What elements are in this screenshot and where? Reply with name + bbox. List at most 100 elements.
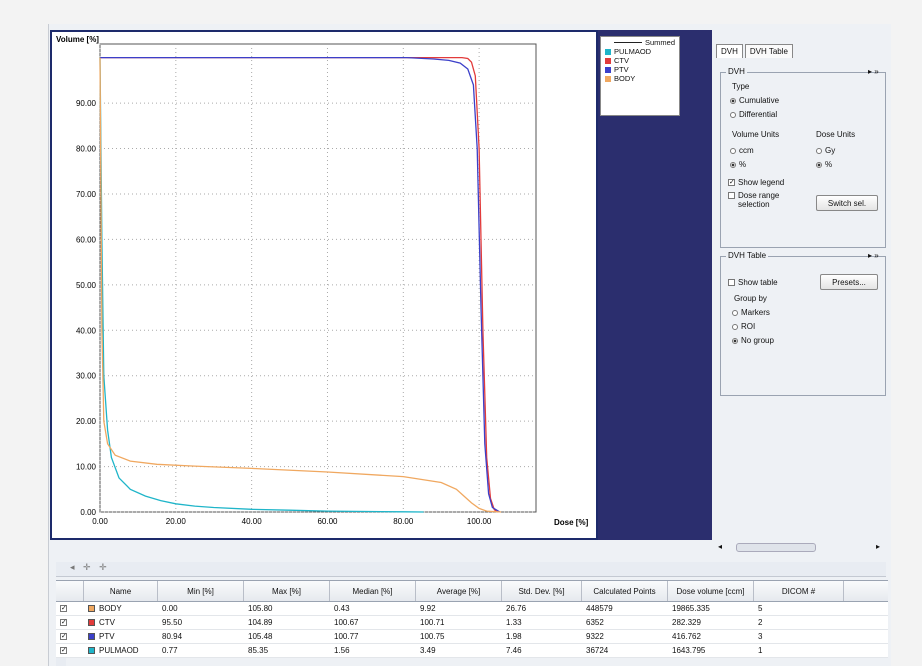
checkmark-icon: ✓	[60, 605, 67, 612]
table-cell-std: 1.33	[502, 616, 582, 629]
y-tick-label: 70.00	[76, 190, 97, 199]
column-header[interactable]: Dose volume [ccm]	[668, 581, 754, 601]
group-by-label: Group by	[734, 294, 767, 303]
dose-units-label: Dose Units	[816, 130, 856, 139]
table-row[interactable]: ✓ PTV 80.94 105.48 100.77 100.75 1.98 9322 416.7…	[56, 630, 888, 644]
scroll-thumb[interactable]	[736, 543, 816, 552]
switch-selection-button[interactable]: Switch sel.	[816, 195, 878, 211]
no-group-radio[interactable]: No group	[732, 336, 774, 345]
column-header[interactable]: Median [%]	[330, 581, 416, 601]
table-cell-dicom: 5	[754, 602, 844, 615]
roi-radio[interactable]: ROI	[732, 322, 755, 331]
dose-percent-radio[interactable]: %	[816, 160, 832, 169]
column-header[interactable]: Average [%]	[416, 581, 502, 601]
presets-button[interactable]: Presets...	[820, 274, 878, 290]
gy-label: Gy	[825, 146, 836, 155]
table-cell-std: 26.76	[502, 602, 582, 615]
legend-label: PTV	[614, 65, 629, 74]
ccm-label: ccm	[739, 146, 754, 155]
scroll-left-icon[interactable]: ◂	[718, 542, 723, 551]
dvh-table-settings-group	[720, 256, 886, 396]
table-row[interactable]: ✓ BODY 0.00 105.80 0.43 9.92 26.76 448579 19865.…	[56, 602, 888, 616]
cumulative-radio[interactable]: Cumulative	[730, 96, 779, 105]
cell-text: 0.43	[334, 604, 350, 613]
cell-text: 105.48	[248, 632, 273, 641]
tab-dvh-table[interactable]: DVH Table	[744, 44, 793, 58]
add-icon[interactable]: ✛	[99, 562, 107, 572]
type-label: Type	[732, 82, 750, 91]
column-header[interactable]: Calculated Points	[582, 581, 668, 601]
plot-area	[99, 43, 537, 513]
y-tick-label: 80.00	[76, 145, 97, 154]
cell-text: 1.33	[506, 618, 522, 627]
show-table-checkbox[interactable]: Show table	[728, 278, 778, 287]
cell-text: 1.56	[334, 646, 350, 655]
series-line-pulmaod	[99, 57, 424, 513]
table-row[interactable]: ✓ PULMAOD 0.77 85.35 1.56 3.49 7.46 36724 1643.7…	[56, 644, 888, 658]
series-line-body	[99, 57, 502, 513]
collapse-icon[interactable]: ▸ »	[868, 251, 879, 260]
dose-range-checkbox[interactable]: Dose range selection	[728, 191, 779, 209]
dvh-chart: 0.00 20.00 40.00 60.00 80.00 100.00 0.00 10.00 2…	[56, 35, 589, 527]
add-icon[interactable]: ✛	[83, 562, 91, 572]
table-cell-dicom: 1	[754, 644, 844, 657]
roi-color-swatch	[88, 647, 95, 654]
cell-text: 448579	[586, 604, 613, 613]
cell-text: 104.89	[248, 618, 273, 627]
table-cell-points: 9322	[582, 630, 668, 643]
radio-icon	[730, 161, 736, 168]
dvh-table-group-title: DVH Table	[726, 251, 769, 260]
nav-icon[interactable]: ◂	[70, 562, 75, 572]
y-tick-label: 90.00	[76, 99, 97, 108]
cell-text: 282.329	[672, 618, 701, 627]
table-cell-min: 0.77	[158, 644, 244, 657]
markers-label: Markers	[741, 308, 770, 317]
cell-text: 7.46	[506, 646, 522, 655]
cell-text: 1	[758, 646, 763, 655]
y-axis-label: Volume [%]	[56, 35, 99, 44]
row-checkbox[interactable]: ✓	[56, 616, 84, 629]
cell-text: 1643.795	[672, 646, 706, 655]
checkmark-icon: ✓	[60, 633, 67, 640]
row-checkbox[interactable]: ✓	[56, 602, 84, 615]
column-header[interactable]: Max [%]	[244, 581, 330, 601]
legend-entry-body: BODY	[601, 74, 679, 83]
table-cell-points: 36724	[582, 644, 668, 657]
select-column-header[interactable]	[56, 581, 84, 601]
x-tick-label: 0.00	[92, 517, 108, 526]
scroll-right-icon[interactable]: ▸	[876, 542, 881, 551]
cell-text: 9322	[586, 632, 604, 641]
cell-text: 0.77	[162, 646, 178, 655]
table-cell-max: 105.80	[244, 602, 330, 615]
differential-radio[interactable]: Differential	[730, 110, 777, 119]
column-header[interactable]: Min [%]	[158, 581, 244, 601]
show-legend-checkbox[interactable]: ✓ Show legend	[728, 178, 784, 187]
ccm-radio[interactable]: ccm	[730, 146, 754, 155]
row-checkbox[interactable]: ✓	[56, 644, 84, 657]
gy-radio[interactable]: Gy	[816, 146, 835, 155]
cell-text: 80.94	[162, 632, 183, 641]
roi-label: ROI	[741, 322, 756, 331]
roi-color-swatch	[88, 633, 95, 640]
radio-icon	[816, 147, 822, 154]
column-header[interactable]: Std. Dev. [%]	[502, 581, 582, 601]
row-checkbox[interactable]: ✓	[56, 630, 84, 643]
cell-text: 100.77	[334, 632, 359, 641]
volume-percent-radio[interactable]: %	[730, 160, 746, 169]
column-header[interactable]: Name	[84, 581, 158, 601]
table-cell-min: 0.00	[158, 602, 244, 615]
cell-text: 100.75	[420, 632, 445, 641]
x-tick-label: 100.00	[467, 517, 492, 526]
dvh-settings-group	[720, 72, 886, 248]
tab-dvh[interactable]: DVH	[716, 44, 743, 58]
horizontal-scrollbar[interactable]: ◂ ▸	[716, 542, 886, 552]
dvh-plot-panel[interactable]: 0.00 20.00 40.00 60.00 80.00 100.00 0.00 10.00 2…	[50, 30, 598, 540]
cell-text: 36724	[586, 646, 609, 655]
table-cell-name: CTV	[84, 616, 158, 629]
column-header[interactable]: DICOM #	[754, 581, 844, 601]
table-cell-average: 9.92	[416, 602, 502, 615]
collapse-icon[interactable]: ▸ »	[868, 67, 879, 76]
markers-radio[interactable]: Markers	[732, 308, 770, 317]
table-cell-points: 6352	[582, 616, 668, 629]
table-row[interactable]: ✓ CTV 95.50 104.89 100.67 100.71 1.33 6352 282.3…	[56, 616, 888, 630]
